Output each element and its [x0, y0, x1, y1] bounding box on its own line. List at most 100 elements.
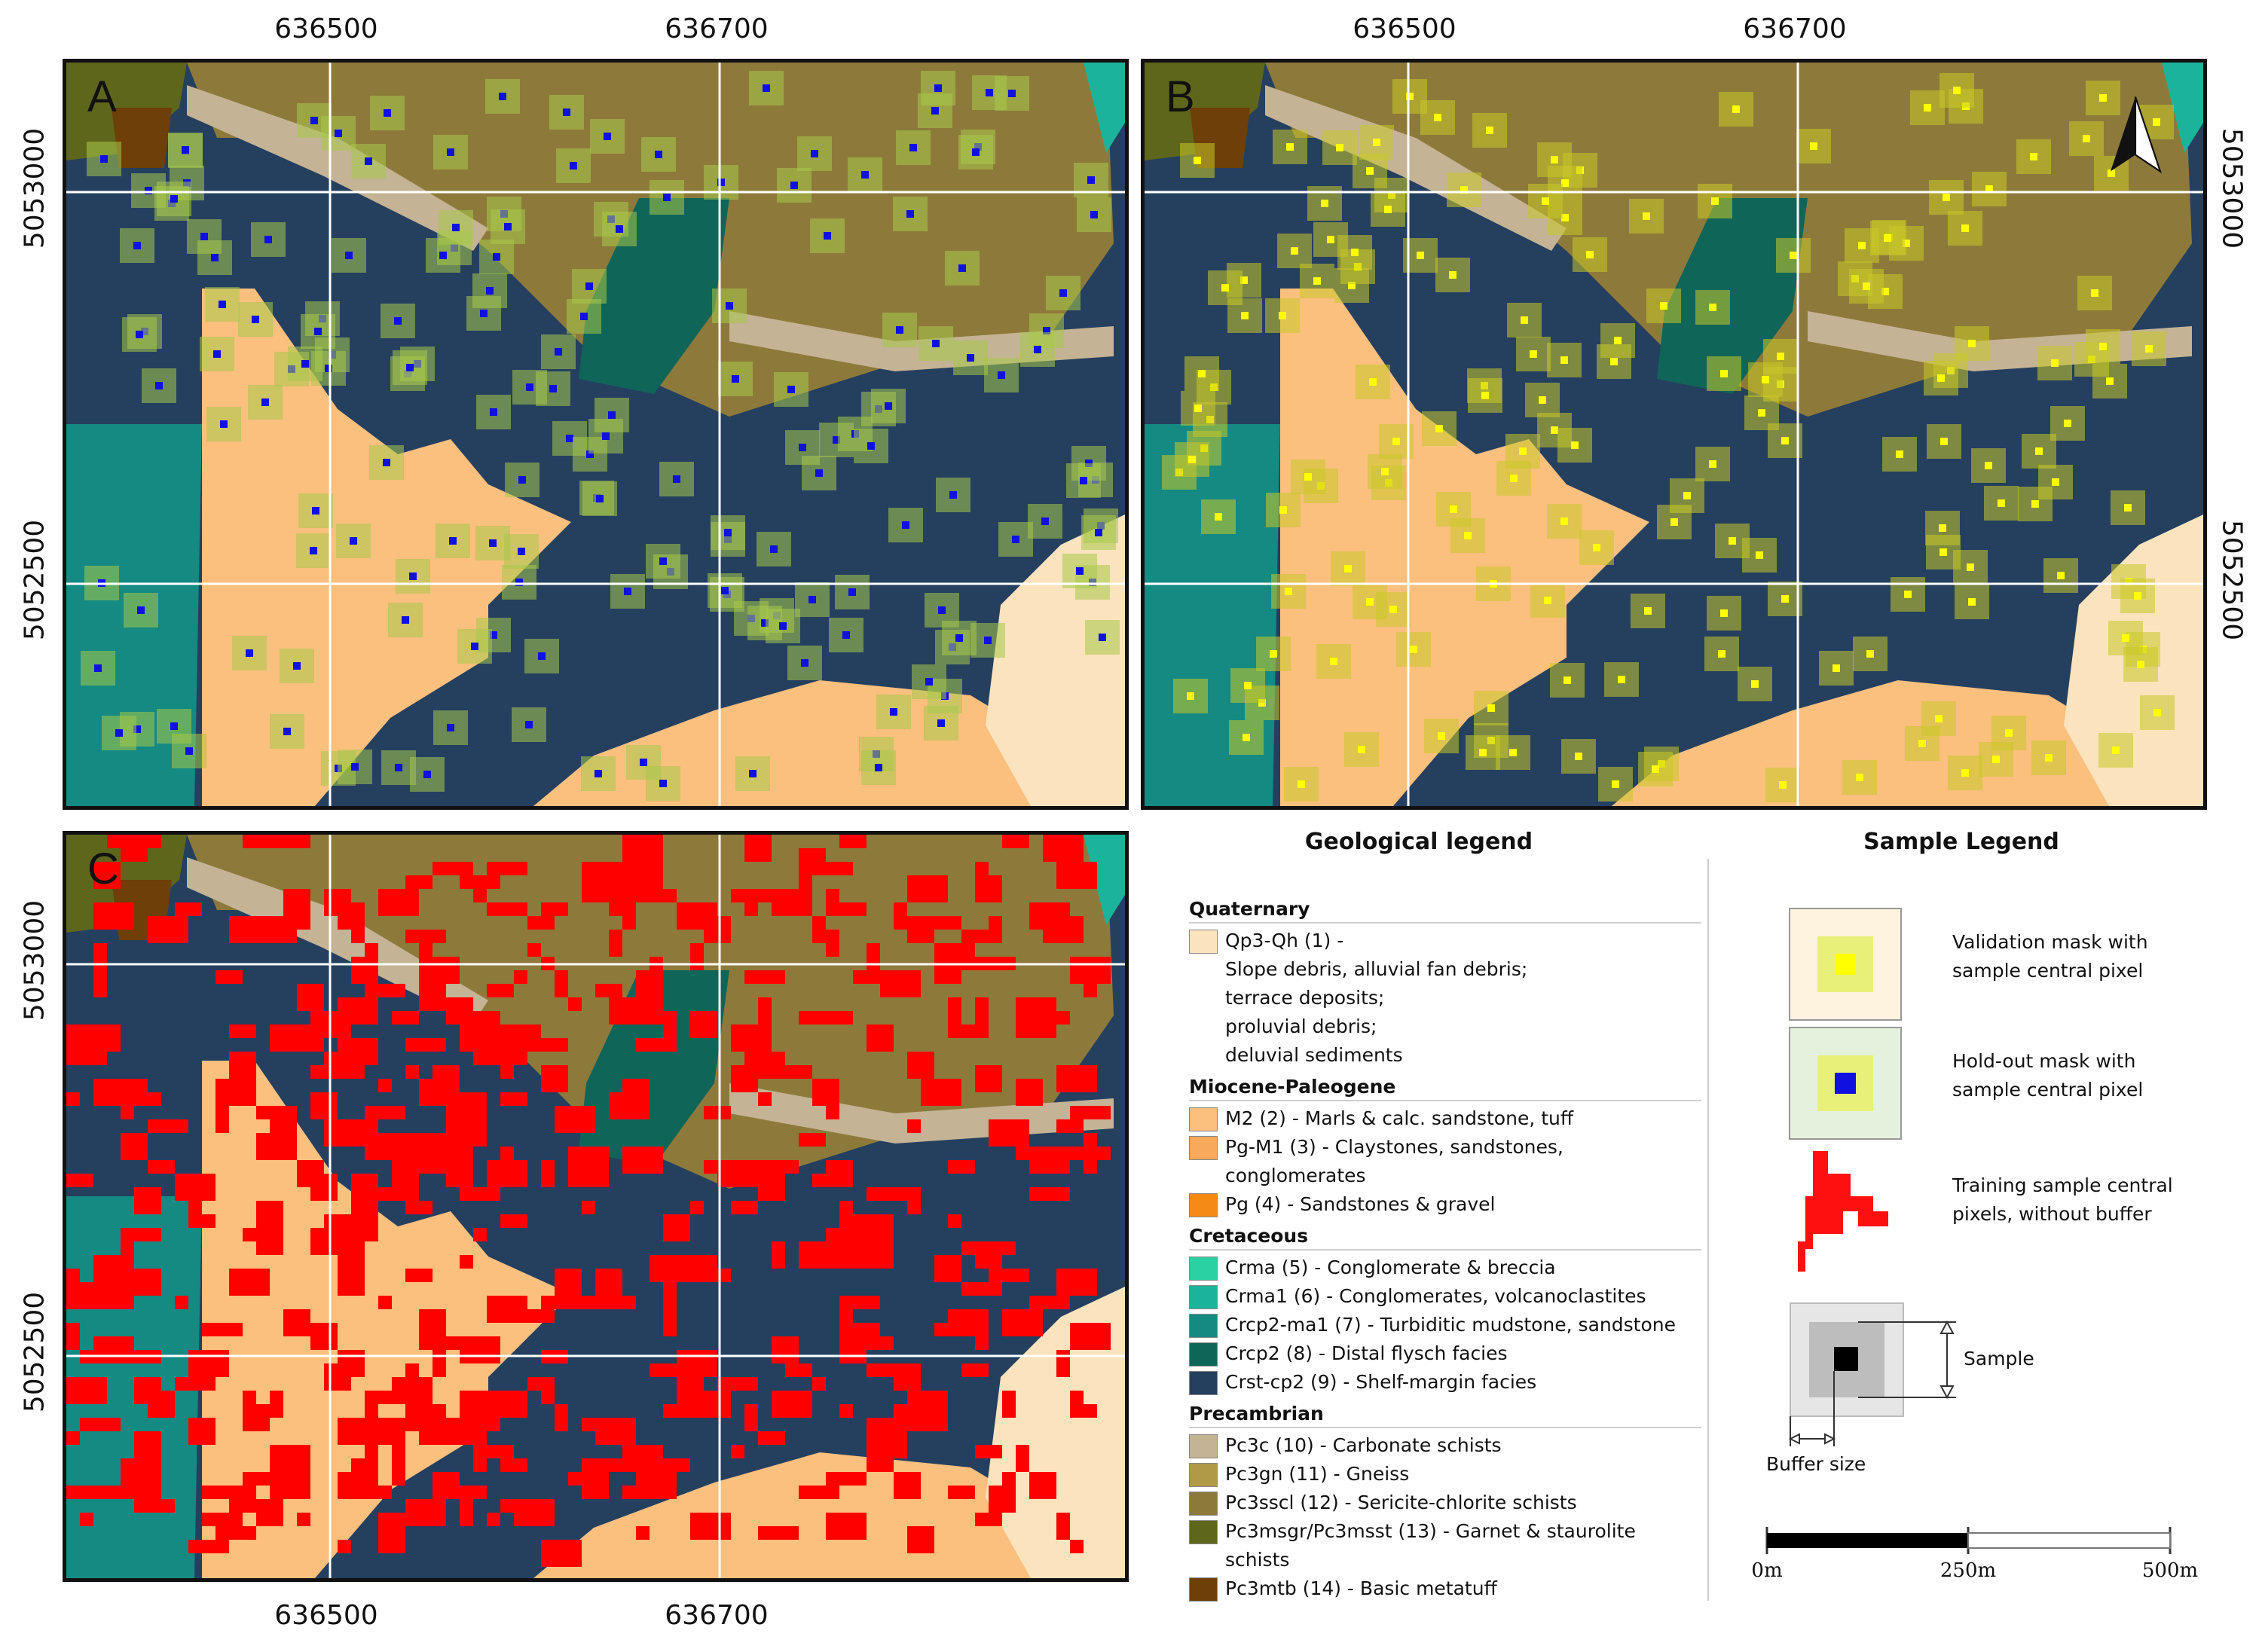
sample-pixel — [490, 408, 497, 416]
sample-pixel — [170, 722, 178, 730]
sample-pixel — [938, 606, 946, 614]
training-pixel — [609, 930, 622, 957]
sample-pixel — [2064, 420, 2071, 427]
sample-pixel — [1221, 284, 1229, 292]
training-pixel — [907, 1119, 921, 1133]
sample-pixel — [1985, 462, 1992, 469]
training-pixel — [731, 1445, 744, 1458]
sample-pixel — [100, 155, 108, 163]
sample-pixel — [998, 371, 1005, 379]
training-pixel — [310, 1092, 338, 1119]
training-pixel — [80, 1282, 93, 1296]
sample-buffer-diagram — [1788, 1302, 1956, 1446]
legend-item: Pg-M1 (3) - Claystones, sandstones, cong… — [1189, 1133, 1701, 1190]
training-pixel — [460, 1255, 473, 1269]
legend-item: Crma1 (6) - Conglomerates, volcanoclasti… — [1189, 1282, 1701, 1311]
sample-pixel — [566, 435, 573, 442]
training-pixel — [744, 970, 785, 984]
training-pixel — [1056, 1513, 1070, 1540]
swatch — [1189, 1257, 1218, 1281]
training-pixel — [663, 1296, 677, 1323]
training-pixel — [636, 970, 663, 997]
sample-pixel — [1810, 142, 1817, 150]
sample-pixel — [350, 537, 357, 545]
sample-pixel — [1285, 588, 1292, 595]
training-pixel — [839, 902, 867, 916]
training-pixel — [500, 1214, 527, 1228]
sample-pixel — [824, 232, 831, 240]
sample-pixel — [1215, 513, 1222, 521]
training-pixel — [989, 916, 1002, 930]
sample-pixel — [1896, 450, 1903, 458]
legend-item: Crst-cp2 (9) - Shelf-margin facies — [1189, 1368, 1701, 1397]
training-pixel — [1070, 1323, 1111, 1350]
training-pixel — [338, 1241, 365, 1269]
sample-pixel — [409, 573, 417, 580]
training-pixel — [310, 1228, 338, 1255]
training-pixel — [758, 997, 772, 1024]
sample-pixel — [624, 588, 631, 595]
training-pixel — [514, 1499, 555, 1526]
sample-pixel — [1008, 90, 1016, 97]
training-pixel — [1029, 1187, 1070, 1201]
sample-pixel — [967, 354, 974, 362]
sample-pixel — [1709, 304, 1716, 311]
training-pixel — [405, 1201, 433, 1214]
sample-pixel — [1351, 249, 1359, 256]
sample-pixel — [1392, 438, 1400, 445]
training-pixel — [636, 1038, 677, 1052]
sample-pixel — [563, 108, 570, 116]
training-pixel — [446, 1160, 473, 1187]
training-pixel — [270, 1391, 283, 1404]
sample-pixel — [1937, 374, 1945, 382]
legend-item: Pc3sscl (12) - Sericite-chlorite schists — [1189, 1489, 1701, 1517]
sample-pixel — [2112, 747, 2120, 754]
training-pixel — [405, 1269, 433, 1282]
training-pixel — [229, 1499, 270, 1513]
training-pixel — [202, 1214, 215, 1228]
training-pixel — [283, 835, 310, 848]
training-pixel — [826, 930, 839, 957]
swatch — [1189, 1492, 1218, 1516]
sample-pixel — [1762, 376, 1769, 383]
sample-pixel — [2045, 754, 2053, 762]
training-pixel — [351, 1201, 378, 1214]
sample-pixel — [133, 725, 141, 733]
training-pixel — [799, 1011, 839, 1024]
training-pixel — [419, 1309, 446, 1336]
training-pixel — [283, 889, 310, 916]
sample-pixel — [1241, 312, 1249, 319]
sample-pixel — [1571, 441, 1579, 449]
training-pixel — [609, 997, 650, 1024]
legend-item: Pc3gn (11) - Gneiss — [1189, 1460, 1701, 1489]
sample-pixel — [909, 144, 917, 151]
training-pixel — [487, 1404, 527, 1418]
training-pixel — [677, 1363, 704, 1391]
training-pixel — [690, 1513, 731, 1540]
legend-item-label: Pg-M1 (3) - Claystones, sandstones, cong… — [1225, 1136, 1563, 1186]
sample-pixel — [2106, 377, 2114, 385]
holdout-mask-label: Hold-out mask with sample central pixel — [1952, 1050, 2144, 1101]
training-pixel — [582, 1201, 595, 1214]
sample-pixel — [1935, 715, 1943, 722]
training-pixel — [1070, 957, 1111, 984]
easting-label-top-b2: 636700 — [1743, 14, 1847, 44]
training-pixel — [541, 902, 568, 916]
sample-pixel — [1939, 524, 1946, 532]
sample-pixel — [335, 130, 342, 137]
swatch — [1189, 1314, 1218, 1338]
training-pixel — [310, 1065, 324, 1079]
swatch — [1189, 1463, 1218, 1487]
legend-item-label: Pg (4) - Sandstones & gravel — [1225, 1193, 1496, 1215]
sample-pixel — [1781, 595, 1789, 603]
training-pixel — [1056, 835, 1084, 862]
sample-pixel — [423, 771, 431, 778]
sample-pixel — [2031, 500, 2039, 508]
training-pixel — [663, 889, 677, 902]
training-pixel — [839, 1309, 853, 1336]
sample-pixel — [518, 476, 526, 484]
easting-label-top-b1: 636500 — [1353, 14, 1457, 44]
sample-pixel — [1924, 104, 1931, 111]
sample-pixel — [1509, 749, 1517, 756]
training-pixel — [365, 1391, 378, 1418]
